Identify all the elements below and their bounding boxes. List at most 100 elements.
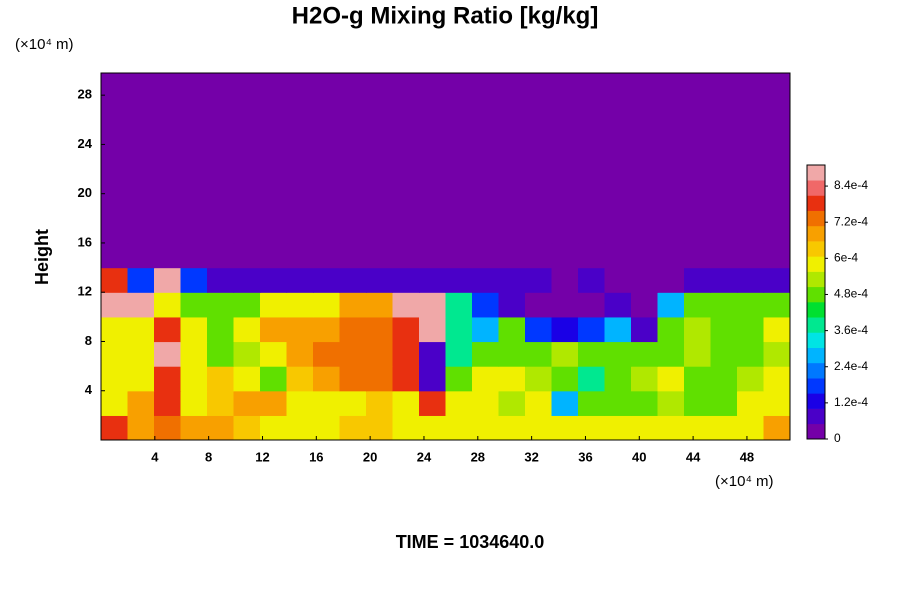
cell — [366, 390, 394, 416]
cell — [286, 267, 314, 293]
cell — [101, 316, 129, 343]
cell — [101, 390, 129, 416]
cell — [154, 267, 182, 293]
cell — [233, 341, 261, 367]
cell — [763, 316, 790, 343]
cell — [313, 415, 341, 440]
cell — [710, 341, 738, 367]
colorbar-band — [807, 423, 825, 440]
cell — [260, 390, 288, 416]
cell — [127, 390, 155, 416]
cell — [260, 169, 288, 195]
cell — [392, 341, 420, 367]
cell — [286, 73, 314, 96]
cell — [604, 218, 632, 244]
cell — [684, 95, 712, 121]
cell — [339, 95, 367, 121]
cell — [392, 95, 420, 121]
cell — [657, 73, 685, 96]
colorbar-tick-label: 6e-4 — [834, 251, 858, 265]
cell — [366, 73, 394, 96]
cell — [313, 366, 341, 392]
colorbar-tick-label: 1.2e-4 — [834, 395, 868, 409]
cell — [392, 144, 420, 170]
cell — [763, 292, 790, 318]
cell — [737, 390, 765, 416]
cell — [260, 119, 288, 146]
cell — [207, 169, 235, 195]
cell — [684, 193, 712, 219]
cell — [710, 267, 738, 293]
cell — [154, 193, 182, 219]
cell — [286, 119, 314, 146]
colorbar-band — [807, 302, 825, 318]
colorbar-band — [807, 408, 825, 425]
cell — [419, 242, 447, 269]
cell — [207, 267, 235, 293]
cell — [578, 193, 606, 219]
cell — [578, 390, 606, 416]
cell — [207, 119, 235, 146]
cell — [339, 390, 367, 416]
cell — [180, 366, 208, 392]
cell — [260, 95, 288, 121]
cell — [498, 341, 526, 367]
cell — [366, 119, 394, 146]
cell — [286, 292, 314, 318]
cell — [260, 267, 288, 293]
cell — [207, 144, 235, 170]
colorbar-band — [807, 393, 825, 409]
cell — [207, 95, 235, 121]
cell — [498, 119, 526, 146]
cell — [763, 169, 790, 195]
cell — [551, 415, 579, 440]
cell — [763, 267, 790, 293]
cell — [339, 415, 367, 440]
cell — [763, 95, 790, 121]
cell — [419, 144, 447, 170]
cell — [233, 218, 261, 244]
cell — [578, 341, 606, 367]
cell — [445, 119, 473, 146]
cell — [339, 316, 367, 343]
x-tick-label: 24 — [417, 449, 432, 464]
cell — [631, 390, 659, 416]
colorbar-band — [807, 180, 825, 196]
cell — [392, 242, 420, 269]
cell — [551, 144, 579, 170]
cell — [207, 193, 235, 219]
cell — [419, 316, 447, 343]
cell — [551, 366, 579, 392]
cell — [631, 95, 659, 121]
y-tick-label: 4 — [85, 382, 93, 397]
cell — [710, 390, 738, 416]
cell — [127, 415, 155, 440]
cell — [260, 341, 288, 367]
cell — [445, 144, 473, 170]
x-tick-label: 48 — [740, 449, 754, 464]
cell — [392, 267, 420, 293]
cell — [392, 366, 420, 392]
cell — [578, 415, 606, 440]
cell — [498, 169, 526, 195]
cell — [684, 218, 712, 244]
cell — [445, 73, 473, 96]
cell — [180, 267, 208, 293]
cell — [657, 95, 685, 121]
cell — [233, 292, 261, 318]
cell — [445, 316, 473, 343]
colorbar-tick-label: 8.4e-4 — [834, 178, 868, 192]
cell — [710, 95, 738, 121]
cell — [339, 218, 367, 244]
cell — [737, 119, 765, 146]
cell — [366, 415, 394, 440]
cell — [419, 169, 447, 195]
cell — [260, 366, 288, 392]
y-axis-label: Height — [32, 229, 52, 285]
cell — [313, 316, 341, 343]
chart-title: H2O-g Mixing Ratio [kg/kg] — [292, 2, 599, 29]
cell — [392, 193, 420, 219]
cell — [578, 95, 606, 121]
cell — [472, 119, 500, 146]
cell — [180, 242, 208, 269]
